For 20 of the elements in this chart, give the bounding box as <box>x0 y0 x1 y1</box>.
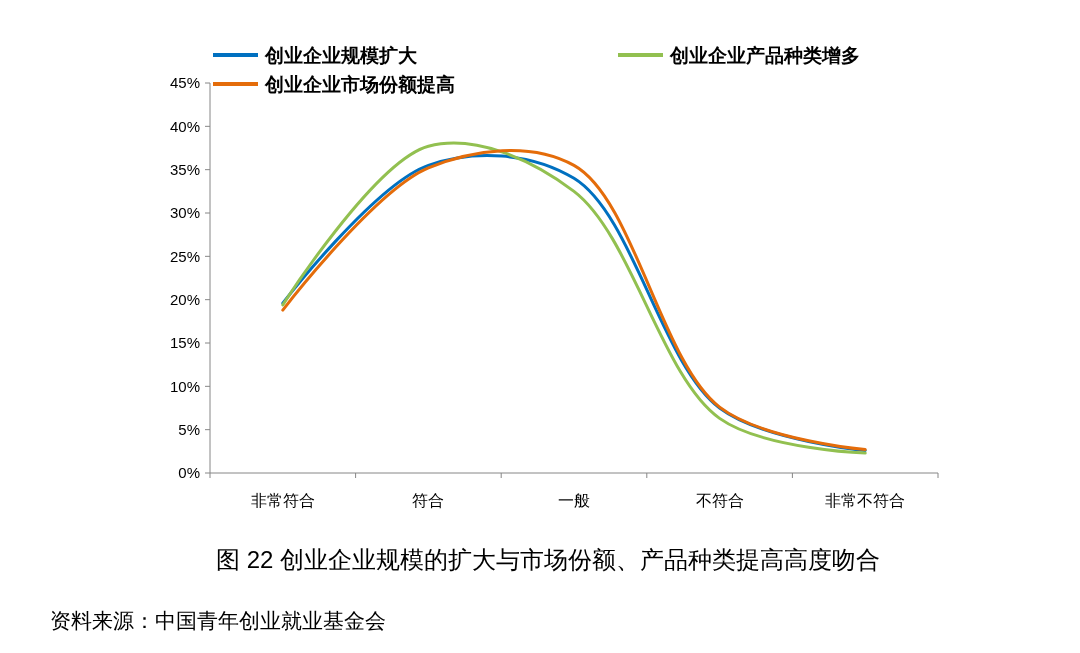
text: 资料来源：中国青年创业就业基金会 <box>50 609 386 632</box>
y-tick-label: 35% <box>169 160 200 178</box>
x-tick-label: 一般 <box>558 492 590 509</box>
y-tick-label: 30% <box>169 204 200 222</box>
y-tick-label: 15% <box>169 334 200 352</box>
y-tick-label: 10% <box>169 377 200 395</box>
y-tick-label: 20% <box>169 290 200 308</box>
x-tick-label: 非常符合 <box>250 492 315 509</box>
y-tick-label: 5% <box>178 420 200 438</box>
text: 图 22 创业企业规模的扩大与市场份额、产品种类提高高度吻合 <box>215 546 881 573</box>
legend-label: 创业企业市场份额提高 <box>264 73 455 95</box>
x-tick-label: 不符合 <box>695 492 744 509</box>
y-tick-label: 25% <box>169 247 200 265</box>
x-tick-label: 非常不符合 <box>825 492 906 509</box>
y-tick-label: 40% <box>169 117 200 135</box>
x-tick-label: 符合 <box>412 492 445 509</box>
y-tick-label: 0% <box>178 464 200 482</box>
y-tick-label: 45% <box>169 74 200 92</box>
legend-label: 创业企业规模扩大 <box>264 44 418 66</box>
legend-label: 创业企业产品种类增多 <box>669 44 860 66</box>
